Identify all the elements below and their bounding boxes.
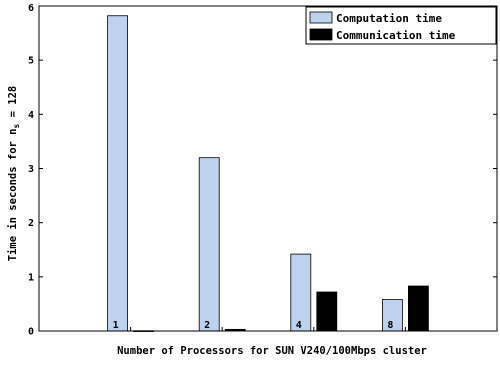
- ticks-layer: 1 2 4 8 0 1 2 3 4 5 6: [28, 3, 497, 338]
- y-tick-label-3: 3: [28, 164, 34, 175]
- y-tick-label-5: 5: [28, 56, 34, 67]
- x-tick-label-4: 4: [296, 320, 302, 331]
- legend-label-computation: Computation time: [336, 12, 442, 25]
- x-tick-label-8: 8: [387, 320, 393, 331]
- bar-computation-2: [198, 157, 220, 332]
- y-tick-label-4: 4: [28, 110, 34, 121]
- y-axis-label: Time in seconds for ns = 128: [7, 86, 21, 262]
- bar-computation-1: [107, 15, 128, 332]
- y-axis-label-suffix: = 128: [7, 86, 19, 124]
- y-tick-label-0: 0: [28, 327, 34, 338]
- x-tick-label-1: 1: [113, 320, 119, 331]
- bars-layer: [107, 15, 429, 332]
- y-axis-label-main: Time in seconds for n: [7, 129, 19, 262]
- y-axis-label-subscript: s: [12, 124, 21, 129]
- y-tick-label-1: 1: [28, 272, 34, 283]
- y-tick-label-6: 6: [28, 3, 34, 14]
- legend-label-communication: Communication time: [336, 29, 456, 42]
- legend-box: [305, 6, 497, 45]
- bar-communication-8: [407, 285, 429, 332]
- y-tick-label-2: 2: [28, 218, 34, 229]
- legend-swatch-communication: [309, 28, 333, 41]
- legend: Computation time Communication time: [305, 6, 497, 45]
- x-axis-label: Number of Processors for SUN V240/100Mbp…: [117, 345, 427, 357]
- x-tick-label-2: 2: [204, 320, 210, 331]
- bar-communication-4: [316, 291, 338, 332]
- legend-swatch-computation: [309, 11, 333, 24]
